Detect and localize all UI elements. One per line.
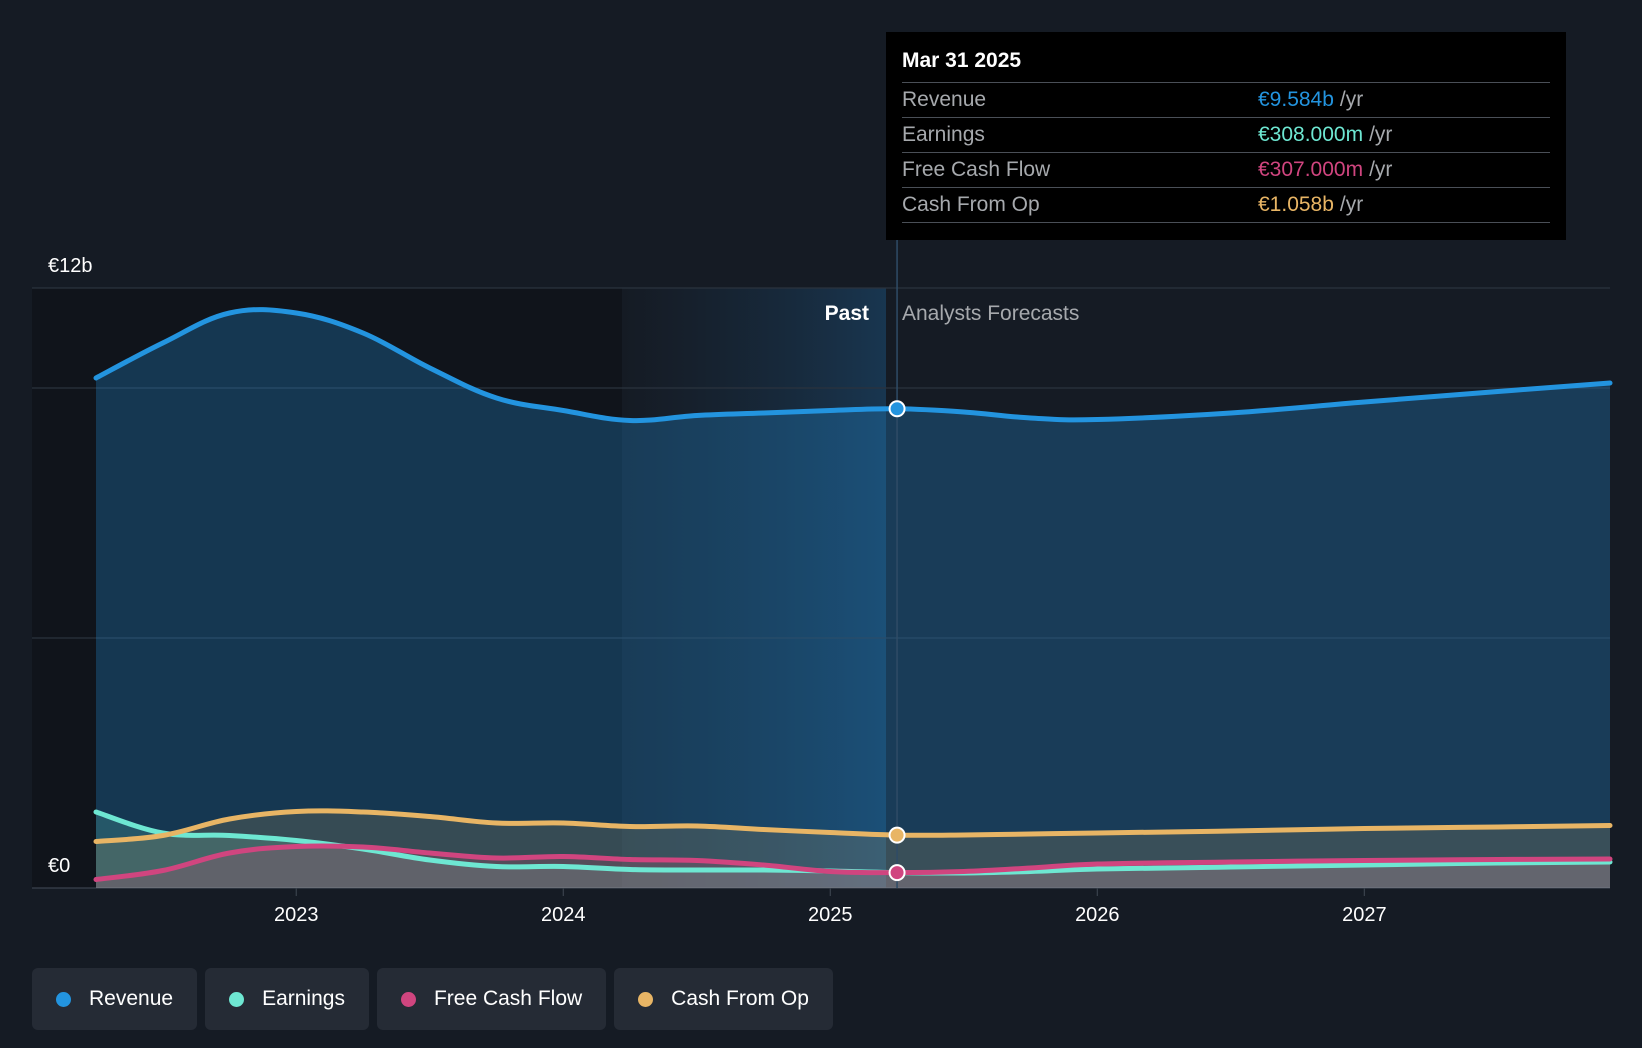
x-tick-label: 2024	[541, 904, 586, 926]
legend-label: Revenue	[89, 987, 174, 1010]
revenue-marker	[888, 400, 906, 418]
series-lines	[93, 307, 1613, 882]
forecast-label: Analysts Forecasts	[902, 302, 1079, 325]
free-cash-flow-marker	[888, 864, 906, 882]
y-axis-max-label: €12b	[48, 255, 93, 277]
revenue-area	[96, 309, 1610, 888]
tooltip-unit: /yr	[1339, 193, 1364, 216]
tooltip-series-value: €9.584b	[1258, 88, 1334, 111]
tooltip-series-name: Cash From Op	[902, 193, 1040, 216]
data-tooltip: Mar 31 2025 Revenue €9.584b/yr Earnings €30…	[886, 32, 1566, 240]
legend-label: Cash From Op	[671, 987, 809, 1010]
free-cash-flow-area	[96, 845, 1610, 888]
tooltip-series-value: €307.000m	[1258, 158, 1364, 181]
tooltip-series-value: €308.000m	[1258, 123, 1364, 146]
legend-item-earnings[interactable]: Earnings	[205, 968, 369, 1030]
legend-dot-icon	[638, 991, 654, 1007]
legend-item-free-cash-flow[interactable]: Free Cash Flow	[376, 968, 607, 1030]
tooltip-series-name: Revenue	[902, 88, 987, 111]
tooltip-row: Revenue €9.584b/yr	[902, 82, 1550, 117]
free-cash-flow-line	[93, 843, 1613, 882]
revenue-line	[93, 307, 1613, 424]
legend-item-revenue[interactable]: Revenue	[32, 968, 198, 1030]
tooltip-series-name: Free Cash Flow	[902, 158, 1051, 181]
tooltip-rows: Revenue €9.584b/yr Earnings €308.000m/yr Fre…	[902, 82, 1550, 223]
chart-legend: Revenue Earnings Free Cash Flow Cash From O…	[32, 968, 833, 1030]
x-tick-label: 2023	[274, 904, 319, 926]
earnings-line	[93, 809, 1613, 876]
legend-dot-icon	[229, 991, 245, 1007]
hover-markers	[888, 400, 906, 882]
x-tick-label: 2027	[1342, 904, 1387, 926]
x-axis-ticks: 2023 2024 2025 2026 2027	[274, 888, 1387, 926]
cash-from-op-line	[93, 808, 1613, 844]
tooltip-unit: /yr	[1339, 88, 1364, 111]
tooltip-row: Earnings €308.000m/yr	[902, 117, 1550, 152]
y-axis-min-label: €0	[48, 855, 70, 877]
legend-label: Free Cash Flow	[433, 987, 583, 1010]
tooltip-date: Mar 31 2025	[902, 49, 1022, 72]
legend-label: Earnings	[262, 987, 345, 1010]
past-label: Past	[825, 302, 869, 325]
tooltip-unit: /yr	[1369, 158, 1393, 181]
legend-dot-icon	[56, 991, 71, 1007]
cash-from-op-marker	[888, 826, 906, 844]
tooltip-series-value: €1.058b	[1258, 193, 1334, 216]
tooltip-unit: /yr	[1369, 123, 1393, 146]
tooltip-row: Free Cash Flow €307.000m/yr	[902, 152, 1550, 187]
x-tick-label: 2025	[808, 904, 853, 926]
tooltip-row: Cash From Op €1.058b/yr	[902, 187, 1550, 223]
series-areas	[96, 309, 1610, 888]
tooltip-series-name: Earnings	[902, 123, 985, 146]
grid-lines	[32, 287, 1610, 889]
legend-item-cash-from-op[interactable]: Cash From Op	[614, 968, 833, 1030]
x-tick-label: 2026	[1075, 904, 1120, 926]
legend-dot-icon	[400, 991, 416, 1007]
